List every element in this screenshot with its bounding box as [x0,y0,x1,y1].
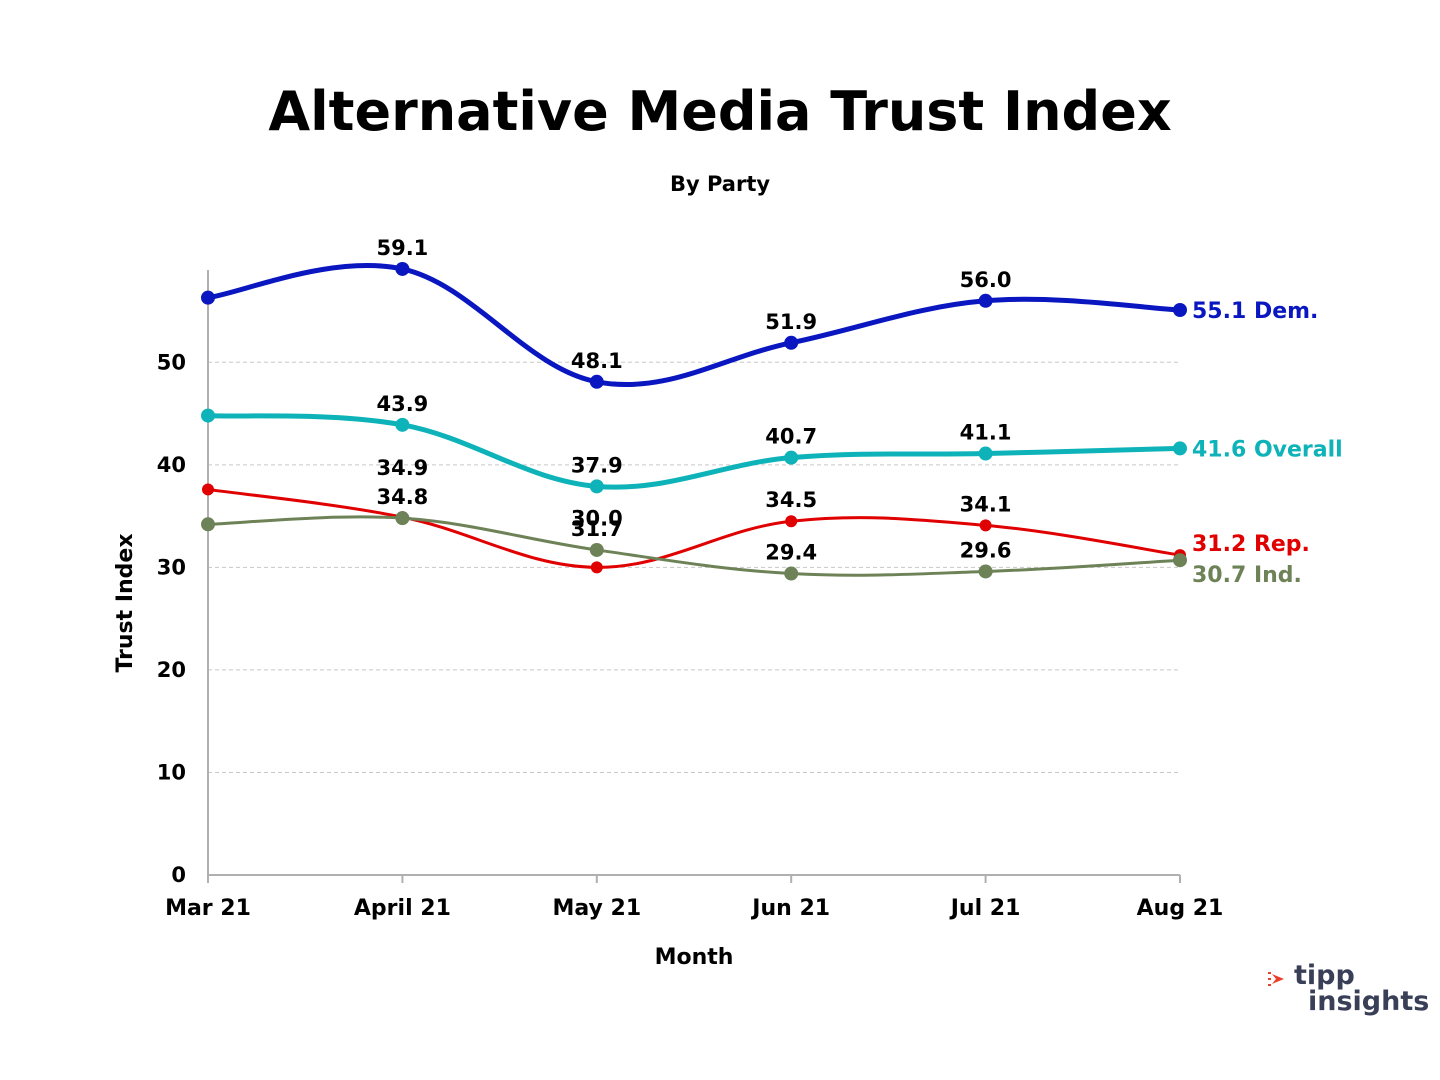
data-label-overall: 43.9 [376,392,428,416]
x-tick-label: Jun 21 [750,896,830,921]
data-label-ind: 29.4 [765,541,817,565]
data-point-rep [590,561,603,574]
data-label-overall: 41.1 [960,421,1012,445]
end-label-ind: 30.7 Ind. [1192,563,1302,588]
data-label-ind: 31.7 [571,517,623,541]
end-label-overall: 41.6 Overall [1192,437,1343,462]
y-tick-label: 0 [171,863,186,887]
data-point-dem [201,290,215,305]
x-tick-label: Mar 21 [165,896,251,921]
data-label-rep: 34.9 [376,456,428,480]
data-point-dem [1173,302,1187,317]
series-line-dem [205,263,1183,388]
x-tick-label: Jul 21 [949,896,1021,921]
x-tick-label: Aug 21 [1137,896,1224,921]
data-point-dem [589,374,604,389]
series-points [201,261,1187,581]
x-tick-label: May 21 [552,896,641,921]
chart-title: Alternative Media Trust Index [268,80,1172,143]
x-axis-title: Month [655,945,734,970]
data-point-overall [784,450,799,465]
data-label-ind: 29.6 [960,538,1012,562]
y-tick-label: 30 [157,555,186,579]
logo-text-insights: insights [1308,986,1430,1017]
data-point-overall [201,408,215,423]
data-point-rep [979,519,992,532]
axes: 0 10 20 30 40 50 Mar 21 April 21 May 21 Jun 21 Jul… [157,270,1224,921]
gridlines [208,361,1180,773]
data-point-ind [395,511,410,526]
data-label-dem: 59.1 [376,236,428,260]
series-line-rep [206,487,1182,569]
series-lines [205,263,1183,577]
data-point-dem [978,293,993,308]
data-point-overall [978,446,993,461]
data-label-dem: 56.0 [960,268,1012,292]
data-point-ind [201,517,215,532]
logo-arrow-icon [1268,972,1284,986]
data-label-overall: 40.7 [765,425,817,449]
end-label-dem: 55.1 Dem. [1192,299,1318,324]
data-label-dem: 48.1 [571,349,623,373]
data-point-dem [784,335,799,350]
data-labels: 59.1 48.1 51.9 56.0 55.1 Dem. 43.9 37.9 40.7 41.… [376,236,1342,588]
tipp-insights-logo: tipp insights [1268,960,1430,1020]
y-axis-title: Trust Index [113,533,138,672]
data-point-rep [202,483,214,496]
data-point-overall [395,417,410,432]
data-point-rep [785,515,798,528]
data-point-ind [978,564,993,579]
data-label-rep: 34.1 [960,492,1012,516]
y-tick-label: 20 [157,658,186,682]
data-label-overall: 37.9 [571,453,623,477]
data-label-dem: 51.9 [765,310,817,334]
data-label-ind: 34.8 [376,485,428,509]
data-label-rep: 34.5 [765,488,817,512]
data-point-ind [589,542,604,557]
logo-text-tipp: tipp [1294,960,1355,991]
data-point-ind [784,566,799,581]
y-tick-label: 10 [157,760,186,784]
y-tick-label: 40 [157,453,186,477]
data-point-overall [1173,441,1187,456]
data-point-ind [1173,553,1187,568]
data-point-dem [395,261,410,276]
series-line-overall [205,413,1183,490]
data-label-rep: 30.0 [571,506,623,530]
x-tick-label: April 21 [354,896,451,921]
series-line-ind [206,515,1182,577]
end-label-rep: 31.2 Rep. [1192,532,1310,557]
y-tick-label: 50 [157,350,186,374]
data-point-overall [589,479,604,494]
chart-subtitle: By Party [669,172,771,196]
